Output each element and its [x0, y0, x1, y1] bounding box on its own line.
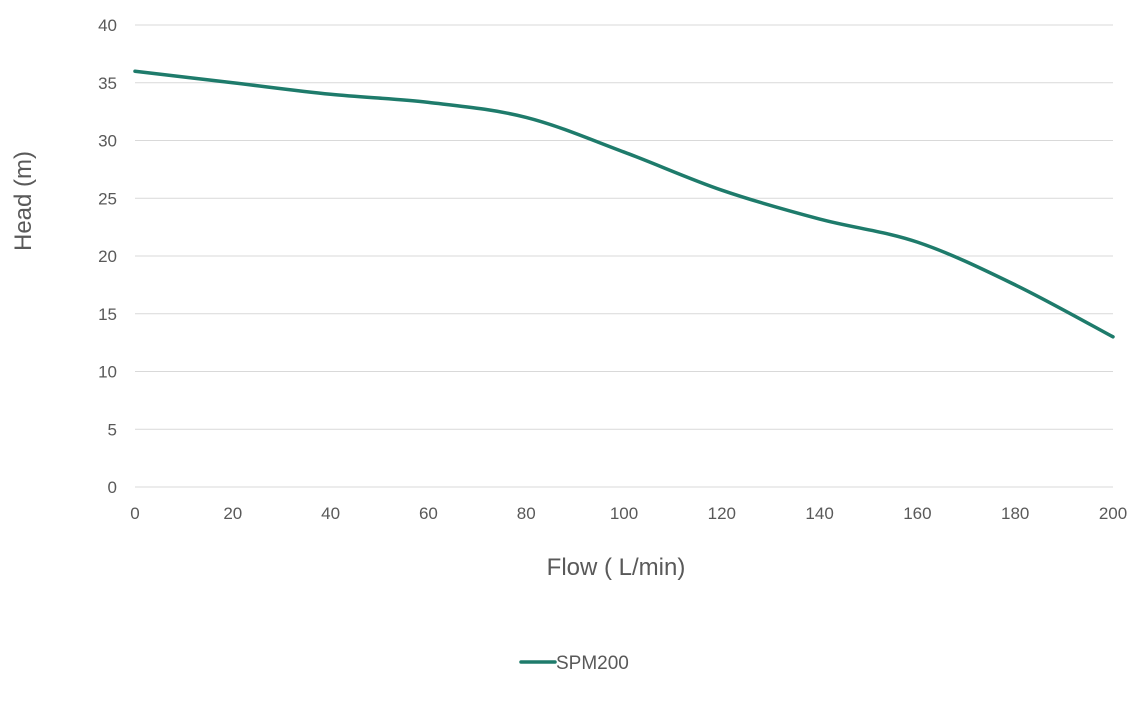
gridlines: [135, 24, 1113, 488]
y-axis-ticks: 0 5 10 15 20 25 30 35 40: [98, 16, 117, 497]
series-lines: [133, 69, 1115, 339]
x-tick-label: 80: [517, 504, 536, 523]
x-tick-label: 100: [610, 504, 638, 523]
y-tick-label: 5: [108, 420, 117, 439]
x-tick-label: 160: [903, 504, 931, 523]
y-tick-label: 25: [98, 189, 117, 208]
x-tick-label: 200: [1099, 504, 1127, 523]
y-tick-label: 10: [98, 363, 117, 382]
series-line-0: [133, 69, 1115, 339]
y-tick-label: 40: [98, 16, 117, 35]
y-tick-label: 35: [98, 74, 117, 93]
x-tick-label: 40: [321, 504, 340, 523]
y-axis-title: Head (m): [10, 151, 37, 251]
y-tick-label: 20: [98, 247, 117, 266]
x-tick-label: 140: [805, 504, 833, 523]
y-tick-label: 30: [98, 132, 117, 151]
x-tick-label: 60: [419, 504, 438, 523]
x-axis-title: Flow ( L/min): [547, 554, 686, 581]
y-tick-label: 0: [108, 478, 117, 497]
x-axis-ticks: 0 20 40 60 80 100 120 140 160 180 200: [130, 504, 1127, 523]
legend-label: SPM200: [556, 653, 629, 674]
x-tick-label: 0: [130, 504, 139, 523]
x-tick-label: 120: [708, 504, 736, 523]
x-tick-label: 20: [223, 504, 242, 523]
x-tick-label: 180: [1001, 504, 1029, 523]
y-tick-label: 15: [98, 305, 117, 324]
legend: SPM200: [519, 653, 629, 674]
